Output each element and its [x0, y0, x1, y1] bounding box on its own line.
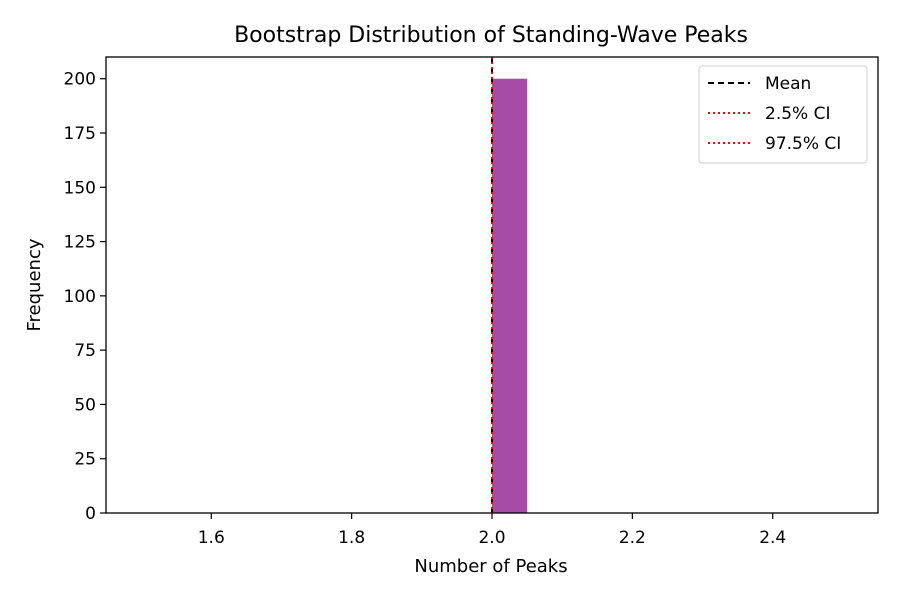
- histogram-bar: [492, 78, 528, 513]
- legend: Mean 2.5% CI 97.5% CI: [698, 65, 868, 164]
- y-tick-label: 175: [64, 124, 96, 144]
- x-tick-label: 1.6: [198, 528, 225, 548]
- x-tick-label: 2.4: [759, 528, 786, 548]
- y-tick-label: 150: [64, 178, 96, 198]
- bars-layer: [492, 78, 528, 513]
- x-tick-label: 2.2: [619, 528, 646, 548]
- x-axis-ticks: 1.6 1.8 2.0 2.2 2.4: [198, 513, 786, 548]
- y-tick-label: 0: [85, 504, 96, 524]
- chart-title: Bootstrap Distribution of Standing-Wave …: [234, 23, 748, 48]
- y-tick-label: 50: [74, 395, 96, 415]
- y-tick-label: 100: [64, 287, 96, 307]
- y-axis-label: Frequency: [24, 238, 45, 331]
- legend-label: Mean: [765, 74, 811, 94]
- legend-entries: Mean 2.5% CI 97.5% CI: [708, 74, 841, 154]
- x-tick-label: 2.0: [478, 528, 505, 548]
- x-tick-label: 1.8: [338, 528, 365, 548]
- x-axis-label: Number of Peaks: [414, 556, 567, 577]
- y-axis-ticks: 0 25 50 75 100 125 150 175 200: [64, 70, 106, 524]
- legend-label: 2.5% CI: [765, 104, 830, 124]
- y-tick-label: 200: [64, 70, 96, 90]
- y-tick-label: 25: [74, 450, 96, 470]
- y-tick-label: 75: [74, 341, 96, 361]
- y-tick-label: 125: [64, 233, 96, 253]
- legend-label: 97.5% CI: [765, 134, 841, 154]
- legend-box: [698, 65, 868, 164]
